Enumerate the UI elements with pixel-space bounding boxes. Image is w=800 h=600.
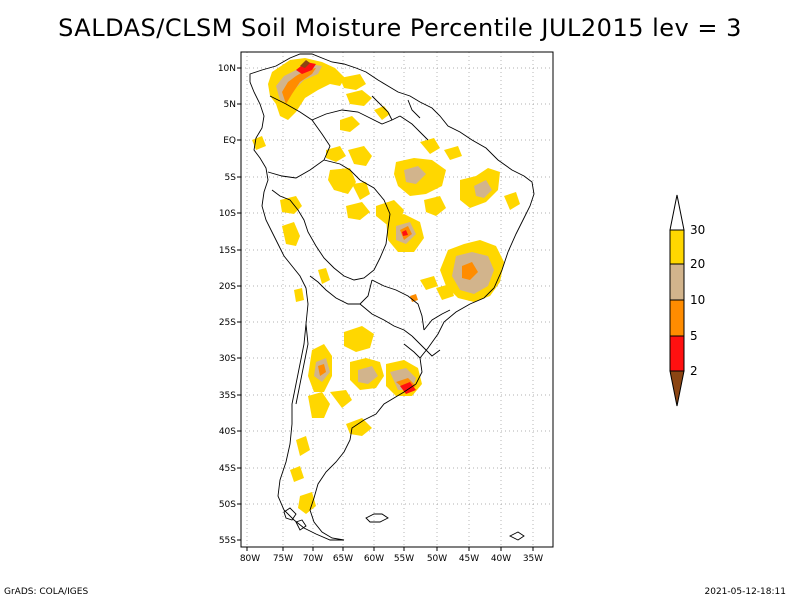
map-title: SALDAS/CLSM Soil Moisture Percentile JUL… (58, 14, 742, 42)
lon-label-75w: 75W (273, 554, 293, 564)
lon-label-45w: 45W (459, 554, 479, 564)
lat-labels: 10N 5N EQ 5S 10S 15S 20S 25S 30S 35S 40S… (218, 64, 236, 546)
lat-tick-marks (237, 67, 241, 541)
legend-label-20: 20 (690, 257, 705, 271)
colorbar-segment-10-20 (669, 263, 685, 301)
lat-label-35s: 35S (219, 391, 236, 401)
moisture-shading (252, 58, 520, 514)
grads-credit: GrADS: COLA/IGES (4, 587, 89, 597)
legend-label-10: 10 (690, 293, 705, 307)
lon-tick-marks (246, 547, 534, 551)
lat-label-eq: EQ (223, 136, 236, 146)
timestamp: 2021-05-12-18:11 (704, 587, 787, 597)
lon-label-60w: 60W (364, 554, 384, 564)
legend-label-5: 5 (690, 329, 698, 343)
lat-label-30s: 30S (219, 354, 236, 364)
lat-label-20s: 20S (219, 282, 236, 292)
lat-label-50s: 50S (219, 500, 236, 510)
lon-label-50w: 50W (427, 554, 447, 564)
lat-label-55s: 55S (219, 536, 236, 546)
colorbar-bottom-arrow (669, 370, 685, 407)
lat-label-25s: 25S (219, 318, 236, 328)
lat-label-15s: 15S (219, 246, 236, 256)
lon-label-70w: 70W (303, 554, 323, 564)
lat-label-10n: 10N (218, 64, 236, 74)
lat-label-5n: 5N (224, 100, 236, 110)
lat-label-10s: 10S (219, 209, 236, 219)
legend-label-30: 30 (690, 223, 705, 237)
colorbar-segment-5-10 (669, 299, 685, 337)
colorbar-segment-2-5 (669, 335, 685, 372)
lat-label-45s: 45S (219, 464, 236, 474)
colorbar-top-arrow (669, 194, 685, 231)
lon-labels: 80W 75W 70W 65W 60W 55W 50W 45W 40W 35W (240, 554, 543, 564)
legend-label-2: 2 (690, 364, 698, 378)
lon-label-80w: 80W (240, 554, 260, 564)
colorbar-segment-20-30 (669, 229, 685, 265)
graticule (241, 52, 553, 547)
plot-frame (240, 51, 554, 548)
lon-label-35w: 35W (523, 554, 543, 564)
islands (283, 507, 525, 541)
lon-label-55w: 55W (394, 554, 414, 564)
colorbar-labels: 30 20 10 5 2 (690, 223, 705, 378)
lon-label-65w: 65W (333, 554, 353, 564)
boundaries (249, 53, 535, 541)
lat-label-40s: 40S (219, 427, 236, 437)
colorbar (669, 194, 685, 407)
lon-label-40w: 40W (491, 554, 511, 564)
lat-label-5s: 5S (225, 173, 237, 183)
